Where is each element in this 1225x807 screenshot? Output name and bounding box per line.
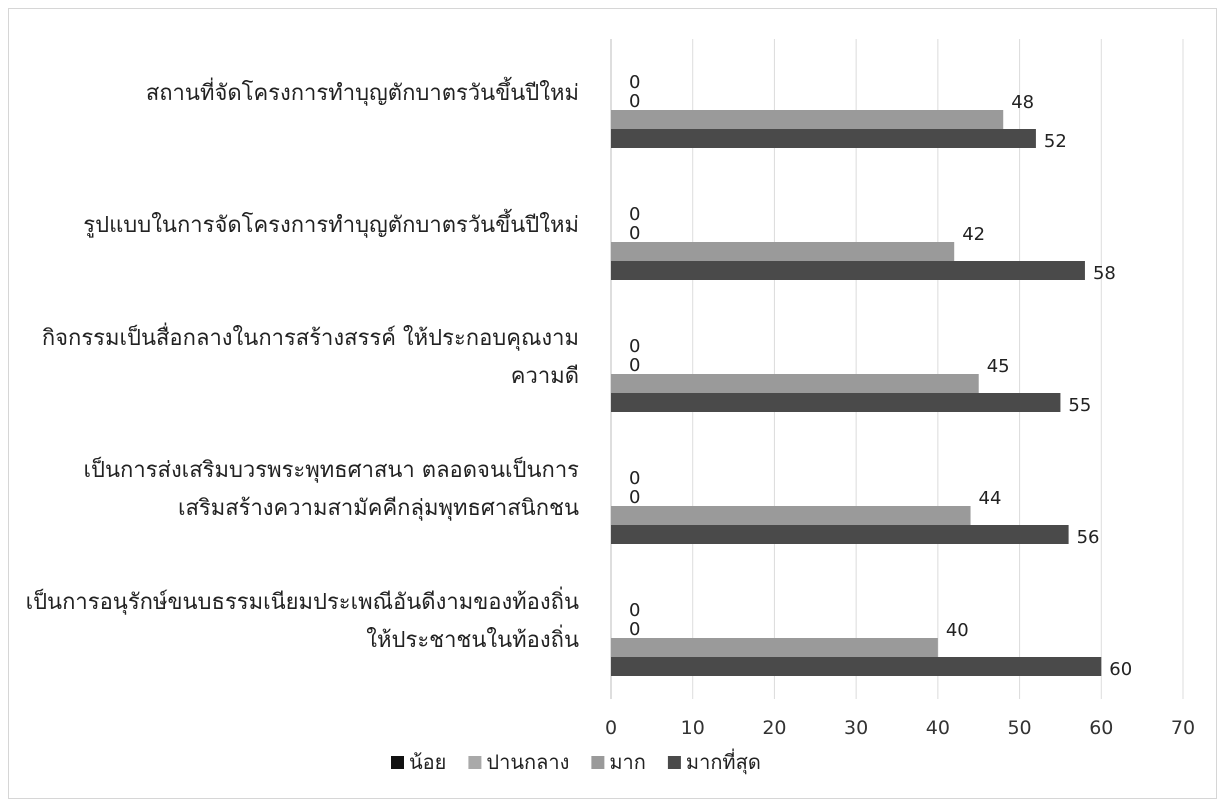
x-tick-label: 50	[1007, 717, 1031, 739]
legend-swatch	[468, 756, 482, 769]
legend-label: ปานกลาง	[486, 750, 569, 774]
bar-3	[611, 129, 1036, 148]
legend-label: มากที่สุด	[686, 748, 761, 775]
data-label: 0	[629, 487, 640, 508]
x-tick-label: 40	[926, 717, 950, 739]
bar-3	[611, 393, 1061, 412]
x-tick-label: 20	[762, 717, 786, 739]
bar-3	[611, 657, 1102, 676]
data-label: 40	[946, 620, 969, 641]
category-label: กิจกรรมเป็นสื่อกลางในการสร้างสรรค์ ให้ปร…	[42, 322, 579, 351]
category-label: เป็นการอนุรักษ์ขนบธรรมเนียมประเพณีอันดีง…	[26, 586, 579, 615]
legend-label: น้อย	[409, 750, 446, 774]
x-tick-label: 60	[1089, 717, 1113, 739]
bar-2	[611, 110, 1004, 129]
data-label: 60	[1109, 659, 1132, 680]
data-label: 0	[629, 600, 640, 621]
data-label: 0	[629, 91, 640, 112]
data-label: 58	[1093, 263, 1116, 284]
data-label: 45	[987, 356, 1010, 377]
data-label: 0	[629, 619, 640, 640]
data-label: 0	[629, 336, 640, 357]
data-label: 52	[1044, 131, 1067, 152]
data-label: 0	[629, 72, 640, 93]
legend-swatch	[391, 756, 404, 769]
bar-2	[611, 374, 979, 393]
data-label: 44	[979, 488, 1002, 509]
bar-2	[611, 242, 955, 261]
chart-frame: 0 10 20 30 40 50 60 70 สถานที่จัดโครงการทำบุญตัก…	[8, 8, 1217, 799]
data-label: 56	[1077, 527, 1100, 548]
bar-3	[611, 525, 1069, 544]
bar-2	[611, 638, 938, 657]
category-label: เสริมสร้างความสามัคคีกลุ่มพุทธศาสนิกชน	[178, 496, 579, 521]
bar-2	[611, 506, 971, 525]
data-label: 0	[629, 355, 640, 376]
data-label: 0	[629, 223, 640, 244]
category-label: สถานที่จัดโครงการทำบุญตักบาตรวันขึ้นปีให…	[146, 77, 579, 106]
data-label: 0	[629, 468, 640, 489]
data-label: 42	[962, 224, 985, 245]
x-tick-label: 0	[605, 717, 617, 739]
category-label: รูปแบบในการจัดโครงการทำบุญตักบาตรวันขึ้น…	[83, 209, 579, 238]
category-label: ความดี	[511, 364, 579, 389]
bar-chart: 0 10 20 30 40 50 60 70 สถานที่จัดโครงการทำบุญตัก…	[26, 39, 1195, 775]
x-tick-label: 30	[844, 717, 868, 739]
category-label: เป็นการส่งเสริมบวรพระพุทธศาสนา ตลอดจนเป็…	[84, 455, 580, 483]
category-label: ให้ประชาชนในท้องถิ่น	[366, 624, 579, 653]
bar-3	[611, 261, 1085, 280]
data-label: 0	[629, 204, 640, 225]
data-label: 48	[1011, 92, 1034, 113]
legend-swatch	[667, 756, 681, 769]
data-label: 55	[1068, 395, 1091, 416]
legend-swatch	[591, 756, 605, 769]
x-tick-label: 70	[1171, 717, 1195, 739]
x-tick-label: 10	[681, 717, 705, 739]
legend-label: มาก	[609, 750, 646, 774]
